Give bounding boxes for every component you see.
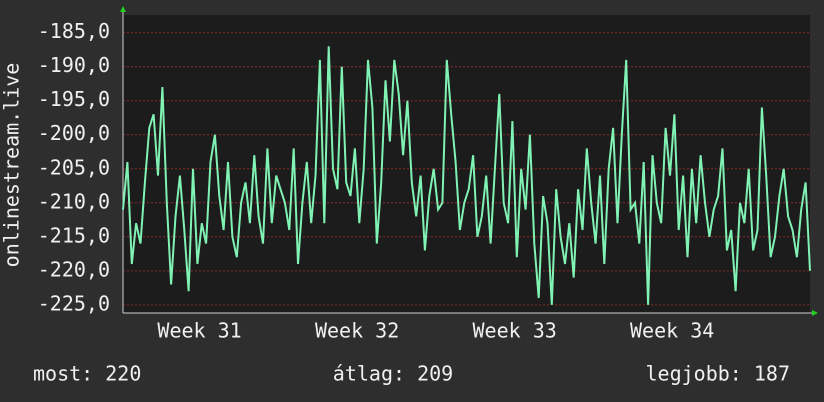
y-tick-label: -190,0 [38, 53, 110, 77]
stat-average: átlag: 209 [333, 362, 453, 386]
y-tick-label: -195,0 [38, 87, 110, 111]
y-tick-label: -220,0 [38, 257, 110, 281]
stat-current: most: 220 [33, 362, 141, 386]
x-tick-label: Week 33 [472, 319, 556, 343]
x-tick-label: Week 31 [157, 319, 241, 343]
y-tick-label: -185,0 [38, 19, 110, 43]
data-line [122, 46, 811, 305]
stat-best: legjobb: 187 [646, 362, 791, 386]
axis-arrow [812, 310, 818, 316]
y-tick-label: -205,0 [38, 155, 110, 179]
y-tick-label: -225,0 [38, 291, 110, 315]
plot-area [123, 15, 810, 313]
y-tick-label: -215,0 [38, 223, 110, 247]
y-tick-label: -200,0 [38, 121, 110, 145]
x-tick-label: Week 34 [630, 319, 714, 343]
y-tick-label: -210,0 [38, 189, 110, 213]
y-axis-label: onlinestream.live [0, 63, 24, 268]
x-tick-label: Week 32 [315, 319, 399, 343]
axis-arrow [120, 6, 126, 12]
